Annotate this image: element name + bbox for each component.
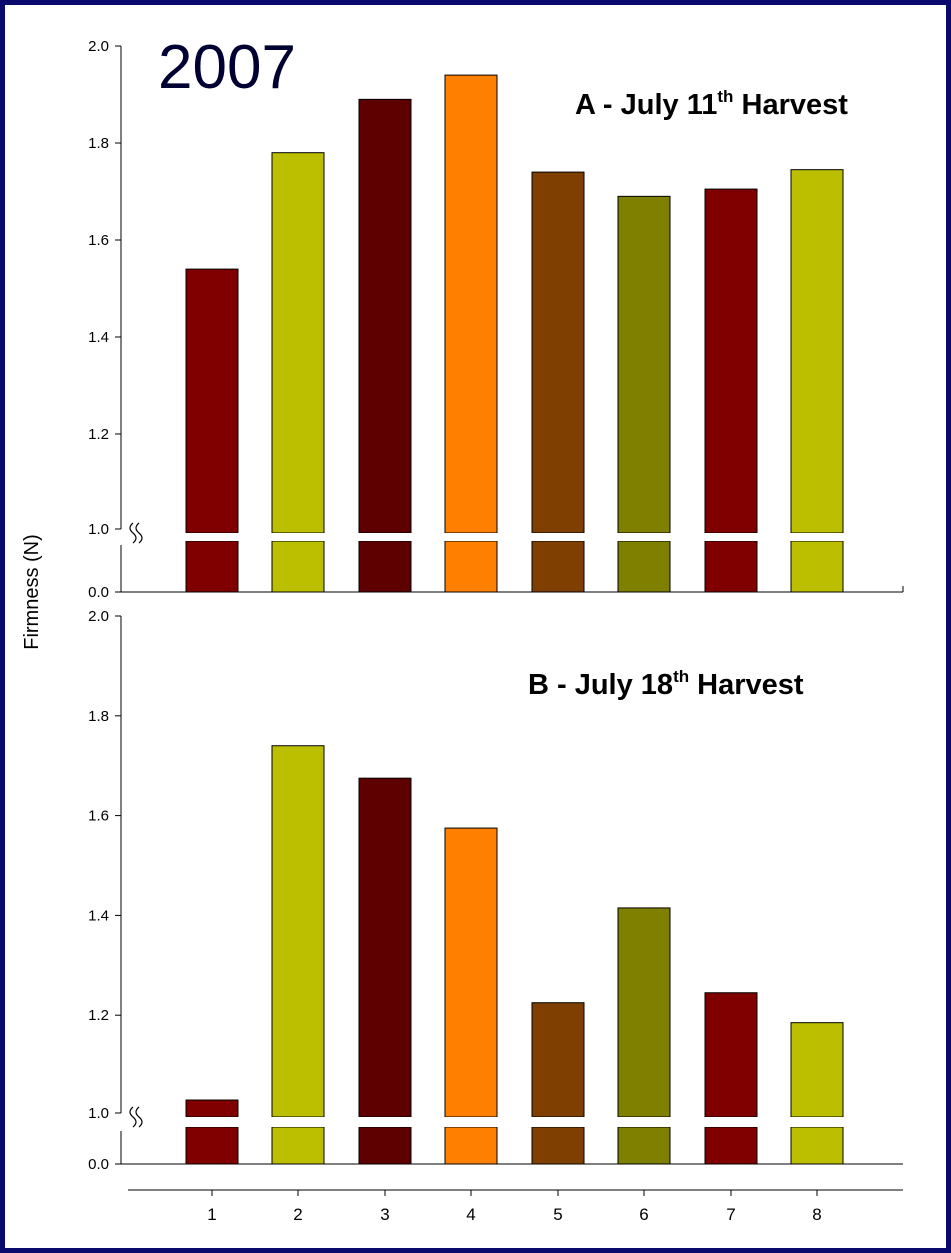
bar-a-3 <box>358 98 412 534</box>
bar-b-6 <box>617 907 671 1118</box>
bar-stub-b-2 <box>271 1126 325 1165</box>
bar-stub-a-1 <box>185 540 239 593</box>
panel-title: A - July 11th Harvest <box>575 87 848 121</box>
y-tick-label-1.8: 1.8 <box>88 708 109 725</box>
bar-a-1 <box>185 268 239 534</box>
x-tick-label-8: 8 <box>812 1205 821 1224</box>
panels-layer: 1.01.21.41.61.82.00.0A - July 11th Harve… <box>88 38 904 1173</box>
axis-break-band <box>141 1117 865 1127</box>
bar-stub-b-8 <box>790 1126 844 1165</box>
axis-break-mark-left <box>129 522 137 544</box>
y-tick-label-1.0: 1.0 <box>88 521 109 538</box>
bar-stub-a-6 <box>617 540 671 593</box>
y-tick-label-2.0: 2.0 <box>88 608 109 625</box>
x-tick-label-3: 3 <box>380 1205 389 1224</box>
x-tick-label-4: 4 <box>466 1205 475 1224</box>
bar-stub-a-3 <box>358 540 412 593</box>
y-tick-label-1.4: 1.4 <box>88 329 109 346</box>
bar-stub-b-4 <box>444 1126 498 1165</box>
bar-b-3 <box>358 777 412 1118</box>
y-tick-label-1.2: 1.2 <box>88 426 109 443</box>
y-tick-label-1.4: 1.4 <box>88 907 109 924</box>
bar-stub-b-7 <box>704 1126 758 1165</box>
axis-break-mark-right <box>135 1106 143 1128</box>
bar-b-2 <box>271 745 325 1118</box>
bar-b-5 <box>531 1002 585 1118</box>
bar-stub-b-3 <box>358 1126 412 1165</box>
axis-break-band <box>141 533 865 541</box>
bar-b-4 <box>444 827 498 1118</box>
bar-a-6 <box>617 195 671 534</box>
x-tick-label-7: 7 <box>726 1205 735 1224</box>
bar-b-7 <box>704 992 758 1118</box>
bar-stub-a-2 <box>271 540 325 593</box>
y-tick-label-1.2: 1.2 <box>88 1007 109 1024</box>
bar-a-7 <box>704 188 758 534</box>
y-tick-label-zero: 0.0 <box>88 1156 109 1173</box>
x-tick-label-6: 6 <box>639 1205 648 1224</box>
y-axis-label: Firmness (N) <box>21 534 43 650</box>
y-tick-label-1.8: 1.8 <box>88 135 109 152</box>
bar-a-2 <box>271 152 325 534</box>
y-tick-label-1.6: 1.6 <box>88 808 109 825</box>
bar-b-8 <box>790 1022 844 1118</box>
panel-title-rest: Harvest <box>733 89 848 121</box>
bar-stub-a-4 <box>444 540 498 593</box>
axis-break-mark-left <box>129 1106 137 1128</box>
bar-a-5 <box>531 171 585 534</box>
panel-title-main: A - July 11 <box>575 89 717 121</box>
y-tick-label-zero: 0.0 <box>88 584 109 601</box>
year-label: 2007 <box>158 33 296 102</box>
panel-title-rest: Harvest <box>689 669 804 701</box>
bar-b-1 <box>185 1099 239 1118</box>
shared-x-axis: 1 2 3 4 5 6 7 8 <box>128 1189 903 1224</box>
bar-stub-b-5 <box>531 1126 585 1165</box>
y-tick-label-2.0: 2.0 <box>88 38 109 55</box>
panel-title-sup: th <box>717 87 733 106</box>
axis-break-mark-right <box>135 522 143 544</box>
bar-a-8 <box>790 169 844 534</box>
panel-title-sup: th <box>673 667 689 686</box>
x-tick-label-1: 1 <box>207 1205 216 1224</box>
panel-b: 1.0 1.2 1.4 1.6 1.8 2.0 0.0 B - July 18th Harve… <box>88 608 903 1173</box>
bar-stub-a-5 <box>531 540 585 593</box>
panel-a: 1.0 1.2 1.4 1.6 1.8 2.0 0.0 A - July 11th Harve… <box>88 38 904 601</box>
panel-title-main: B - July 18 <box>528 669 673 701</box>
y-tick-label-1.6: 1.6 <box>88 232 109 249</box>
bar-stub-a-7 <box>704 540 758 593</box>
x-tick-label-2: 2 <box>293 1205 302 1224</box>
bar-stub-b-1 <box>185 1126 239 1165</box>
panel-title: B - July 18th Harvest <box>528 667 804 701</box>
bar-stub-b-6 <box>617 1126 671 1165</box>
bar-stub-a-8 <box>790 540 844 593</box>
x-tick-label-5: 5 <box>553 1205 562 1224</box>
y-tick-label-1.0: 1.0 <box>88 1105 109 1122</box>
bar-a-4 <box>444 74 498 534</box>
